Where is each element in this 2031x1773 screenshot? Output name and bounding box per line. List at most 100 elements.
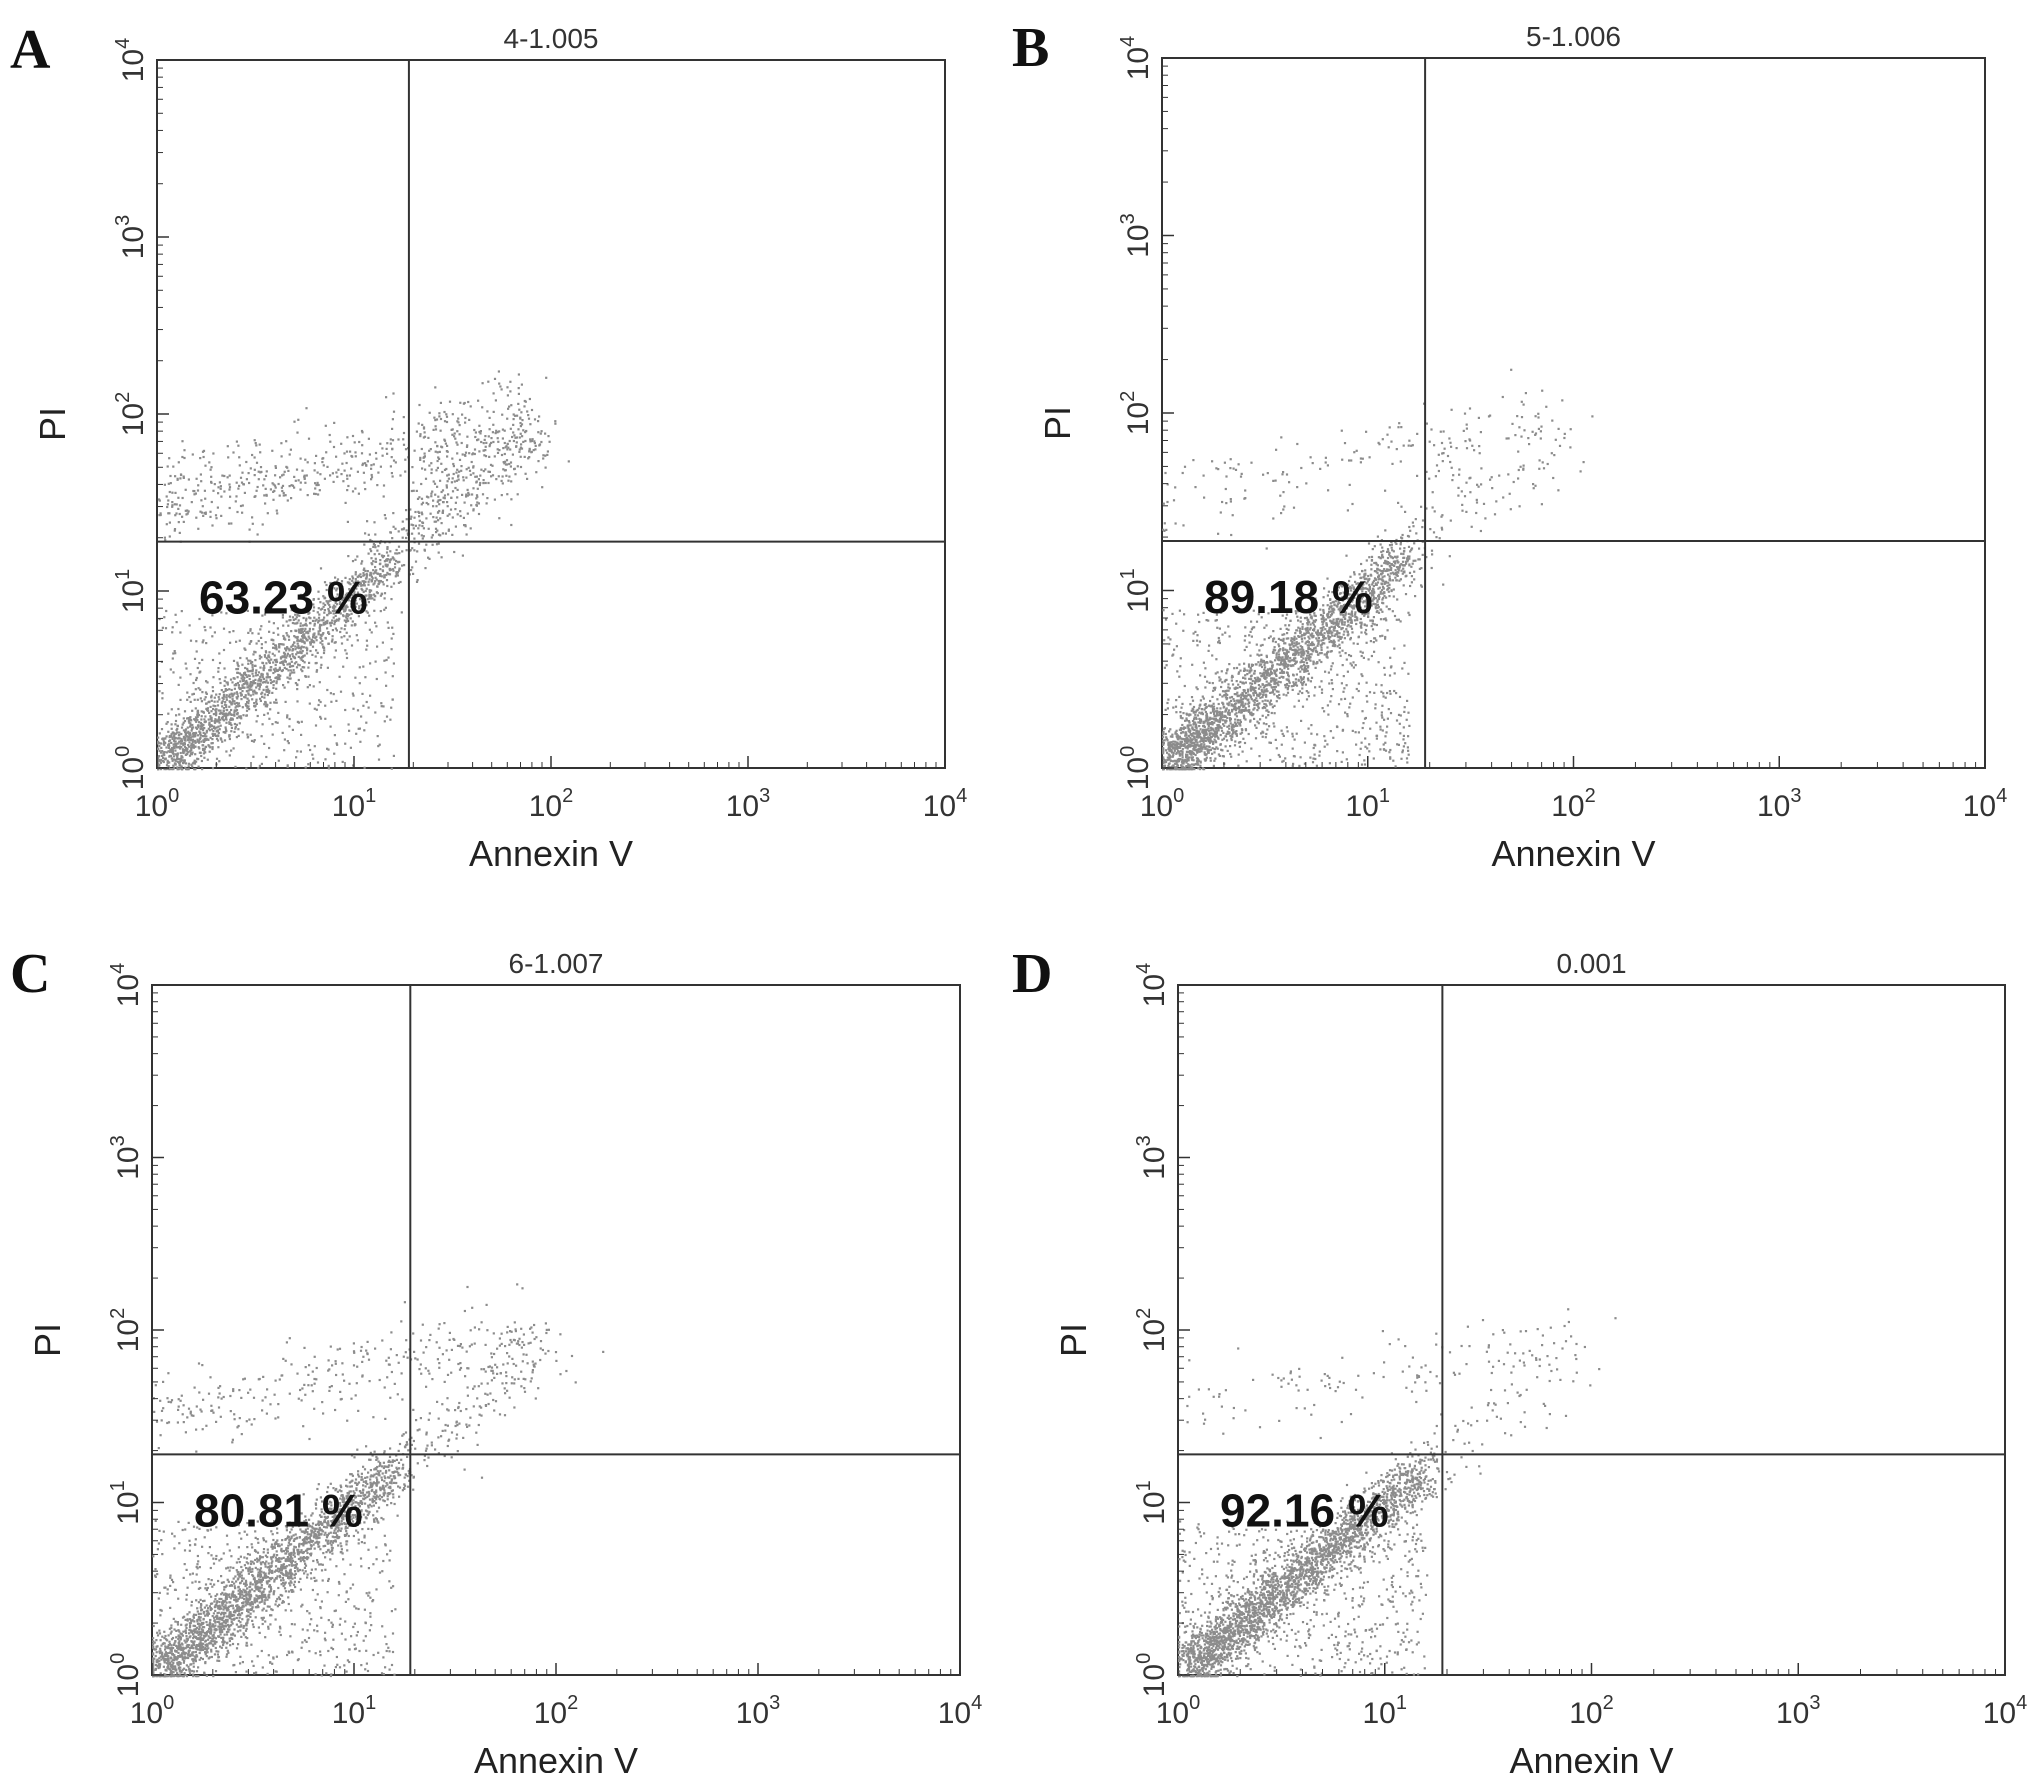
data-point bbox=[324, 603, 327, 607]
data-point bbox=[204, 464, 207, 467]
data-point bbox=[1400, 552, 1403, 555]
data-point bbox=[226, 683, 229, 686]
data-point bbox=[297, 418, 300, 421]
data-point bbox=[175, 512, 178, 515]
data-point bbox=[179, 698, 182, 701]
data-point bbox=[242, 683, 245, 686]
data-point bbox=[296, 688, 299, 691]
data-point bbox=[203, 512, 206, 515]
data-point bbox=[391, 537, 394, 540]
data-point bbox=[212, 713, 215, 716]
data-point bbox=[450, 496, 453, 499]
data-point bbox=[353, 608, 356, 611]
data-point bbox=[266, 512, 269, 515]
data-point bbox=[281, 474, 284, 477]
data-point bbox=[195, 727, 199, 730]
data-point bbox=[1212, 689, 1215, 692]
data-point bbox=[1274, 685, 1277, 688]
data-point bbox=[405, 509, 408, 512]
data-point bbox=[1394, 562, 1397, 565]
data-point bbox=[1279, 663, 1282, 666]
data-point bbox=[1407, 735, 1410, 738]
data-point bbox=[1248, 634, 1251, 637]
data-point bbox=[445, 467, 448, 471]
data-point bbox=[299, 457, 302, 460]
data-point bbox=[276, 669, 279, 672]
data-point bbox=[1191, 734, 1194, 737]
data-point bbox=[265, 657, 268, 660]
data-point bbox=[173, 528, 177, 531]
data-point bbox=[328, 611, 332, 614]
data-point bbox=[223, 474, 226, 478]
data-point bbox=[1264, 703, 1267, 706]
data-point bbox=[384, 517, 387, 520]
data-point bbox=[359, 610, 362, 614]
data-point bbox=[1205, 714, 1208, 717]
data-point bbox=[1326, 614, 1329, 617]
data-point bbox=[249, 681, 252, 684]
data-point bbox=[343, 628, 346, 631]
panel-b-title: 5-1.006 bbox=[1526, 21, 1621, 52]
data-point bbox=[228, 483, 231, 486]
data-point bbox=[235, 736, 238, 739]
data-point bbox=[374, 560, 378, 563]
data-point bbox=[258, 764, 261, 767]
data-point bbox=[1321, 642, 1324, 645]
data-point bbox=[1365, 694, 1368, 698]
data-point bbox=[1300, 659, 1303, 662]
data-point bbox=[191, 453, 194, 456]
data-point bbox=[355, 732, 358, 735]
data-point bbox=[1263, 668, 1266, 671]
data-point bbox=[341, 462, 344, 465]
data-point bbox=[370, 464, 373, 467]
data-point bbox=[1307, 672, 1310, 675]
data-point bbox=[327, 642, 330, 645]
data-point bbox=[1262, 722, 1265, 725]
data-point bbox=[1295, 629, 1298, 632]
data-point bbox=[1297, 610, 1300, 613]
data-point bbox=[237, 686, 241, 689]
data-point bbox=[1203, 708, 1206, 711]
data-point bbox=[1406, 699, 1409, 702]
data-point bbox=[222, 627, 226, 630]
data-point bbox=[262, 688, 265, 691]
data-point bbox=[294, 629, 297, 632]
data-point bbox=[1318, 632, 1321, 635]
data-point bbox=[186, 726, 189, 729]
data-point bbox=[323, 477, 326, 480]
data-point bbox=[1354, 593, 1357, 596]
data-point bbox=[1418, 547, 1421, 550]
data-point bbox=[523, 405, 526, 408]
data-point bbox=[165, 735, 168, 738]
data-point bbox=[529, 423, 532, 426]
data-point bbox=[343, 452, 346, 455]
data-point bbox=[332, 480, 335, 483]
data-point bbox=[371, 579, 374, 582]
data-point bbox=[1400, 757, 1403, 760]
data-point bbox=[1248, 641, 1251, 644]
data-point bbox=[1337, 624, 1340, 627]
data-point bbox=[1306, 644, 1309, 647]
data-point bbox=[293, 622, 296, 625]
data-point bbox=[363, 481, 366, 484]
data-point bbox=[296, 638, 299, 641]
data-point bbox=[501, 428, 504, 431]
panel-a-x-tick-label-0: 100 bbox=[135, 785, 180, 823]
data-point bbox=[1382, 743, 1385, 746]
data-point bbox=[268, 620, 271, 623]
data-point bbox=[203, 698, 206, 701]
data-point bbox=[335, 455, 338, 458]
data-point bbox=[201, 725, 204, 728]
data-point bbox=[237, 487, 240, 490]
data-point bbox=[1384, 562, 1388, 565]
data-point bbox=[367, 437, 370, 440]
data-point bbox=[1339, 654, 1342, 657]
data-point bbox=[410, 569, 413, 572]
data-point bbox=[313, 707, 316, 710]
data-point bbox=[1295, 684, 1299, 687]
data-point bbox=[228, 734, 231, 737]
data-point bbox=[275, 698, 278, 701]
data-point bbox=[1290, 637, 1293, 640]
data-point bbox=[1335, 725, 1339, 728]
data-point bbox=[475, 494, 479, 497]
